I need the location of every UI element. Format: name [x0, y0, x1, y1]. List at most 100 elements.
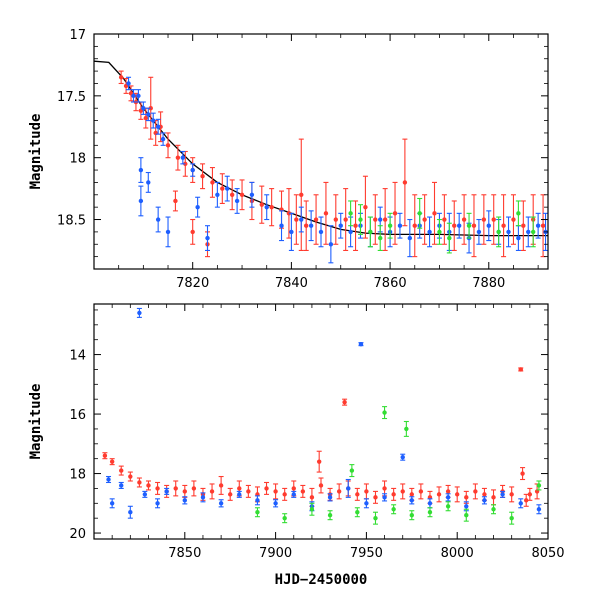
data-point [200, 174, 205, 179]
data-point [391, 492, 396, 497]
data-point [237, 486, 242, 491]
y-tick-label: 16 [69, 408, 86, 423]
data-point [229, 192, 235, 197]
data-point [143, 115, 149, 121]
data-point [436, 492, 442, 497]
data-point [445, 489, 451, 494]
data-point [318, 229, 324, 235]
data-point [417, 211, 422, 216]
data-point [409, 492, 414, 497]
top-panel-ylabel: Magnitude [28, 114, 44, 190]
data-point [500, 492, 505, 497]
data-point [516, 235, 521, 241]
x-tick-label: 7850 [168, 546, 201, 561]
data-point [218, 501, 224, 506]
data-point [138, 167, 144, 173]
y-tick-label: 17.5 [57, 90, 86, 105]
y-tick-label: 18.5 [57, 214, 86, 229]
data-point [255, 510, 260, 515]
data-point [373, 515, 378, 521]
top-panel: 7820 7840 7860 7880 17 17.5 18 18.5 Magnitude [28, 28, 549, 291]
data-point [282, 492, 287, 497]
data-point [195, 204, 200, 210]
data-point [249, 192, 255, 197]
y-tick-label: 20 [69, 527, 86, 542]
data-point [309, 495, 315, 500]
x-tick-label: 7950 [350, 546, 383, 561]
data-point [412, 223, 417, 228]
data-point [536, 507, 542, 512]
data-point [165, 143, 171, 148]
data-point [175, 155, 181, 160]
data-point [476, 229, 482, 235]
data-point [200, 495, 206, 500]
data-point [427, 229, 432, 235]
data-point [327, 513, 333, 518]
data-point [378, 217, 383, 222]
data-point [142, 492, 148, 497]
y-tick-label: 18 [69, 152, 86, 167]
bottom-panel-marks [102, 307, 542, 525]
data-point [447, 235, 452, 241]
data-point [353, 223, 358, 228]
data-point [119, 483, 124, 488]
data-point [524, 498, 529, 503]
data-point [146, 112, 151, 117]
data-point [209, 489, 215, 494]
top-panel-ticks: 7820 7840 7860 7880 17 17.5 18 18.5 [57, 28, 548, 291]
data-point [137, 310, 142, 316]
data-point [173, 198, 178, 204]
data-point [291, 492, 296, 497]
data-point [289, 229, 294, 235]
data-point [264, 204, 269, 210]
data-point [190, 167, 195, 173]
data-point [535, 223, 541, 228]
data-point [382, 486, 387, 491]
data-point [378, 235, 383, 241]
data-point [303, 223, 309, 228]
data-point [348, 229, 353, 235]
data-point [509, 515, 514, 521]
data-point [131, 93, 136, 99]
data-point [518, 501, 523, 506]
data-point [355, 492, 360, 497]
data-point [437, 229, 442, 235]
data-point [336, 489, 342, 494]
x-tick-label: 7860 [374, 276, 407, 291]
data-point [259, 202, 264, 207]
data-point [234, 198, 240, 204]
data-point [461, 217, 467, 222]
data-point [273, 489, 278, 494]
data-point [418, 489, 424, 494]
x-tick-label: 8000 [441, 546, 474, 561]
data-point [333, 217, 339, 222]
data-point [540, 223, 546, 228]
data-point [160, 136, 166, 142]
data-point [210, 180, 215, 185]
data-point [400, 489, 405, 494]
data-point [282, 515, 287, 521]
data-point [128, 510, 133, 515]
data-point [501, 223, 506, 228]
data-point [445, 504, 451, 509]
data-point [521, 223, 526, 228]
top-panel-marks [94, 60, 548, 264]
data-point [228, 492, 233, 497]
data-point [128, 474, 133, 479]
data-point [190, 229, 195, 235]
data-point [173, 486, 178, 491]
data-point [239, 192, 245, 197]
data-point [382, 217, 388, 222]
top-panel-frame [93, 33, 549, 270]
data-point [182, 489, 187, 494]
data-point [518, 367, 523, 372]
data-point [486, 223, 491, 228]
data-point [358, 217, 363, 222]
data-point [109, 459, 115, 464]
data-point [402, 180, 408, 185]
data-point [382, 495, 387, 500]
data-point [118, 75, 124, 80]
data-point [294, 217, 299, 222]
x-tick-label: 7820 [176, 276, 209, 291]
